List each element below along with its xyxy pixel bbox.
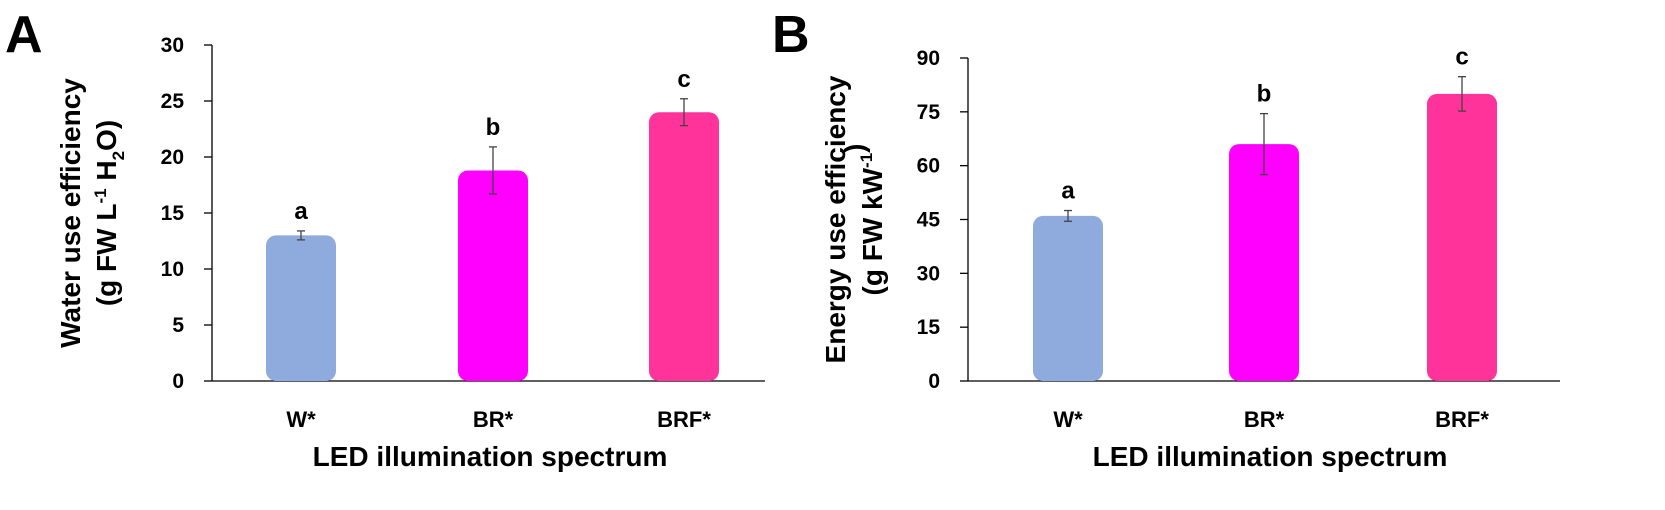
y-tick-label: 15 [161, 202, 185, 225]
y-tick-label: 20 [161, 146, 184, 169]
y-tick-label: 0 [928, 370, 940, 393]
bar-br [1229, 144, 1299, 381]
y-tick-label: 90 [917, 47, 940, 70]
significance-letter: a [294, 198, 308, 225]
y-tick-label: 30 [917, 262, 940, 285]
significance-letter: b [1257, 81, 1272, 108]
y-axis-label: Energy use efficiency [820, 75, 851, 363]
bar-w [1033, 215, 1103, 381]
x-tick-label: BRF* [1435, 407, 1489, 432]
significance-letter: a [1061, 178, 1075, 205]
chart-panel-b: B 0 15 30 45 60 75 90 a W* b BR* c BRF* LED illuminati… [772, 6, 1560, 472]
x-tick-label: BR* [1244, 407, 1285, 432]
panel-letter: A [5, 6, 43, 64]
x-axis-label: LED illumination spectrum [313, 441, 668, 472]
bar-w [266, 235, 336, 381]
bar-br [458, 170, 528, 381]
significance-letter: c [1455, 44, 1468, 71]
chart-panel-a: A 0 5 10 15 20 25 30 a W* b BR* c BRF* LED illuminatio… [5, 6, 765, 472]
panel-letter: B [772, 6, 810, 64]
y-tick-label: 5 [172, 314, 184, 337]
y-axis-unit-label: (g FW kW-1) [839, 144, 888, 296]
x-axis-label: LED illumination spectrum [1093, 441, 1448, 472]
significance-letter: b [486, 114, 501, 141]
x-tick-label: BR* [473, 407, 514, 432]
y-axis-unit-label: (g FW L-1 H2O) [91, 120, 128, 306]
y-tick-label: 15 [917, 316, 941, 339]
x-tick-label: W* [286, 407, 316, 432]
y-tick-label: 0 [172, 370, 184, 393]
significance-letter: c [677, 66, 690, 93]
y-tick-label: 45 [917, 209, 941, 232]
bar-brf [649, 112, 719, 381]
x-tick-label: BRF* [657, 407, 711, 432]
y-tick-label: 75 [917, 101, 941, 124]
y-axis-label: Water use efficiency [55, 78, 86, 348]
x-tick-label: W* [1053, 407, 1083, 432]
y-tick-label: 10 [161, 258, 184, 281]
y-tick-label: 30 [161, 34, 184, 57]
y-tick-label: 25 [161, 90, 185, 113]
bar-brf [1427, 93, 1497, 381]
y-tick-label: 60 [917, 155, 940, 178]
